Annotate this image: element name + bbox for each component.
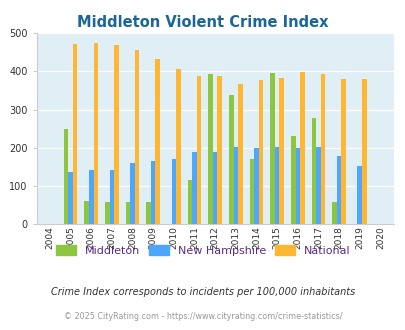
Bar [228, 95, 233, 224]
Bar [155, 59, 160, 224]
Bar [254, 148, 258, 224]
Bar [233, 147, 237, 224]
Bar [258, 80, 263, 224]
Bar [151, 161, 155, 224]
Bar [134, 50, 139, 224]
Bar [109, 170, 114, 224]
Text: Middleton Violent Crime Index: Middleton Violent Crime Index [77, 15, 328, 30]
Bar [212, 152, 217, 224]
Bar [299, 72, 304, 224]
Bar [274, 147, 279, 224]
Bar [89, 170, 93, 224]
Bar [68, 172, 73, 224]
Bar [146, 202, 151, 224]
Bar [208, 74, 212, 224]
Bar [295, 148, 299, 224]
Bar [192, 152, 196, 224]
Text: © 2025 CityRating.com - https://www.cityrating.com/crime-statistics/: © 2025 CityRating.com - https://www.city… [64, 312, 341, 321]
Bar [361, 79, 366, 224]
Bar [217, 76, 222, 224]
Bar [270, 73, 274, 224]
Bar [237, 83, 242, 224]
Bar [290, 136, 295, 224]
Bar [336, 156, 341, 224]
Bar [176, 69, 180, 224]
Bar [320, 74, 324, 224]
Bar [249, 159, 254, 224]
Bar [130, 163, 134, 224]
Bar [187, 181, 192, 224]
Bar [311, 118, 315, 224]
Bar [331, 202, 336, 224]
Bar [84, 201, 89, 224]
Bar [73, 45, 77, 224]
Bar [356, 166, 361, 224]
Bar [341, 79, 345, 224]
Bar [105, 202, 109, 224]
Bar [171, 159, 176, 224]
Bar [279, 78, 283, 224]
Text: Crime Index corresponds to incidents per 100,000 inhabitants: Crime Index corresponds to incidents per… [51, 287, 354, 297]
Bar [196, 76, 201, 224]
Bar [93, 43, 98, 224]
Legend: Middleton, New Hampshire, National: Middleton, New Hampshire, National [51, 241, 354, 260]
Bar [126, 202, 130, 224]
Bar [64, 129, 68, 224]
Bar [114, 45, 118, 224]
Bar [315, 147, 320, 224]
